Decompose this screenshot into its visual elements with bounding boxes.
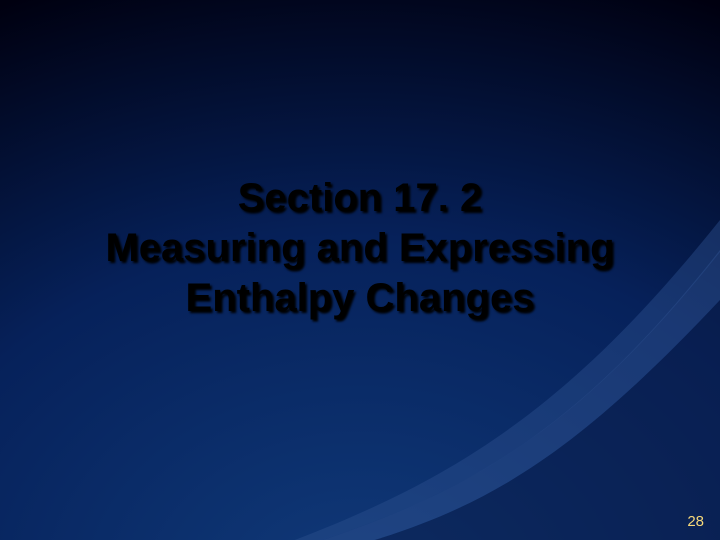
title-line-2: Measuring and Expressing bbox=[43, 223, 677, 273]
title-line-3: Enthalpy Changes bbox=[43, 273, 677, 323]
slide-title: Section 17. 2 Measuring and Expressing E… bbox=[43, 173, 677, 323]
page-number: 28 bbox=[687, 513, 704, 530]
slide: Section 17. 2 Measuring and Expressing E… bbox=[0, 0, 720, 540]
title-line-1: Section 17. 2 bbox=[43, 173, 677, 223]
